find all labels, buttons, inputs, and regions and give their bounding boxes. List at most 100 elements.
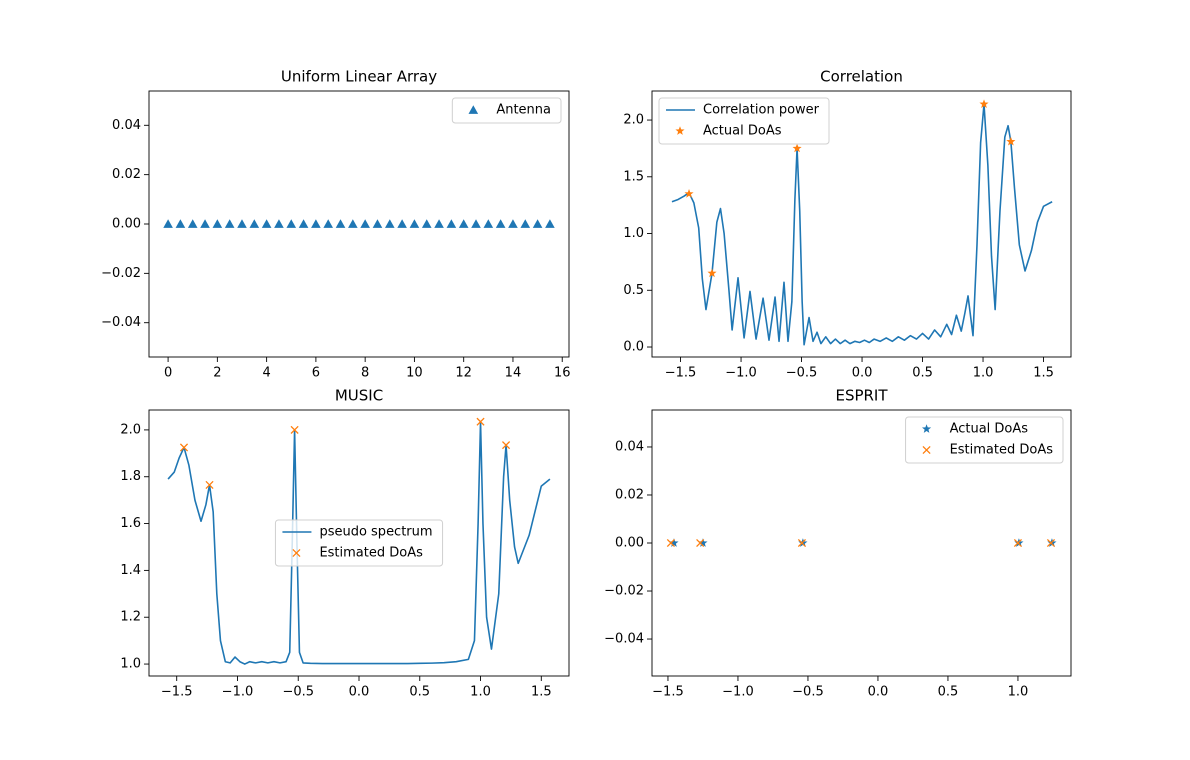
axes-frame	[651, 90, 1072, 358]
data-point	[797, 538, 806, 548]
x-tick-label: 0.5	[409, 685, 430, 700]
data-point	[508, 219, 518, 228]
data-point	[458, 219, 469, 228]
x-tick-label: −0.5	[786, 366, 818, 381]
x-tick-label: 14	[505, 366, 522, 381]
legend: pseudo spectrum Estimated DoAs	[274, 519, 444, 567]
legend-marker	[468, 105, 479, 114]
data-point	[792, 143, 802, 153]
data-point	[323, 219, 334, 228]
legend-label: Estimated DoAs	[950, 443, 1054, 458]
data-point	[290, 425, 299, 434]
x-tick-label: 6	[312, 366, 320, 381]
y-tick-label: 0.0	[623, 340, 644, 355]
data-point	[707, 268, 717, 278]
x-tick-label: 1.0	[470, 685, 491, 700]
data-point	[237, 219, 247, 228]
axes-frame	[148, 90, 570, 358]
data-point	[1006, 136, 1016, 146]
y-tick-label: 1.2	[120, 610, 141, 625]
x-tick-label: 1.0	[1008, 685, 1029, 700]
y-tick-label: 1.8	[120, 469, 141, 484]
y-tick-label: 1.0	[623, 226, 644, 241]
data-point	[979, 99, 989, 109]
chart-title: ESPRIT	[835, 387, 888, 405]
y-tick-label: 1.4	[120, 563, 141, 578]
data-point	[421, 219, 432, 228]
x-tick-label: 0.5	[912, 366, 933, 381]
data-point	[409, 219, 420, 228]
legend-marker	[292, 548, 301, 558]
data-point	[298, 219, 309, 228]
y-tick-label: 1.6	[120, 516, 141, 531]
plot-area	[149, 91, 569, 357]
y-tick-label: 0.00	[112, 217, 141, 232]
data-point	[476, 417, 485, 426]
data-point	[163, 219, 173, 228]
y-tick-label: 1.0	[120, 657, 141, 672]
data-point	[532, 219, 543, 228]
data-point	[175, 219, 186, 228]
data-point	[1013, 538, 1022, 548]
data-point	[286, 219, 297, 228]
data-point	[471, 219, 481, 228]
data-point	[446, 219, 457, 228]
legend: Actual DoAs Estimated DoAs	[905, 416, 1064, 464]
y-tick-label: 0.02	[112, 167, 141, 182]
data-point	[200, 219, 210, 228]
x-tick-label: −0.5	[792, 685, 824, 700]
legend-box	[658, 97, 830, 145]
legend-marker	[675, 126, 685, 135]
legend-label: Correlation power	[703, 103, 820, 118]
data-point	[311, 219, 321, 228]
data-point	[520, 219, 531, 228]
x-tick-label: −1.5	[161, 685, 193, 700]
legend: Antenna	[451, 97, 562, 124]
y-tick-label: 2.0	[120, 422, 141, 437]
x-tick-label: 16	[554, 366, 571, 381]
x-tick-label: −1.0	[722, 685, 754, 700]
data-point	[495, 219, 506, 228]
x-tick-label: −1.0	[725, 366, 757, 381]
x-tick-label: 4	[262, 366, 270, 381]
legend-label: Antenna	[496, 103, 551, 118]
x-tick-label: 10	[406, 366, 423, 381]
x-tick-label: 2	[213, 366, 221, 381]
data-point	[669, 538, 679, 547]
data-point	[249, 219, 260, 228]
chart-title: Correlation	[820, 68, 903, 86]
x-tick-label: −1.5	[665, 366, 697, 381]
y-tick-label: 0.04	[615, 439, 644, 454]
legend-label: pseudo spectrum	[319, 525, 432, 540]
data-point	[274, 219, 284, 228]
data-point	[501, 441, 511, 450]
data-point	[483, 219, 494, 228]
data-point	[545, 219, 555, 228]
data-line	[671, 103, 1053, 346]
y-tick-label: 0.5	[623, 283, 644, 298]
data-point	[187, 219, 198, 228]
legend-box	[274, 519, 444, 567]
x-tick-label: 0.0	[852, 366, 873, 381]
x-tick-label: 1.5	[1033, 366, 1054, 381]
x-tick-label: 1.5	[531, 685, 552, 700]
legend-box	[451, 97, 562, 124]
y-tick-label: −0.02	[604, 584, 644, 599]
y-tick-label: −0.04	[101, 315, 141, 330]
x-tick-label: −1.0	[222, 685, 254, 700]
y-tick-label: −0.04	[604, 632, 644, 647]
data-point	[348, 219, 358, 228]
data-point	[698, 538, 708, 547]
x-tick-label: 0.5	[938, 685, 959, 700]
x-tick-label: 12	[455, 366, 472, 381]
data-point	[384, 219, 395, 228]
data-point	[335, 219, 346, 228]
data-point	[696, 538, 705, 548]
x-tick-label: 0.0	[868, 685, 889, 700]
legend-marker	[922, 424, 932, 433]
y-tick-label: 1.5	[623, 169, 644, 184]
x-tick-label: 0.0	[349, 685, 370, 700]
data-point	[179, 443, 189, 452]
data-point	[684, 189, 694, 198]
